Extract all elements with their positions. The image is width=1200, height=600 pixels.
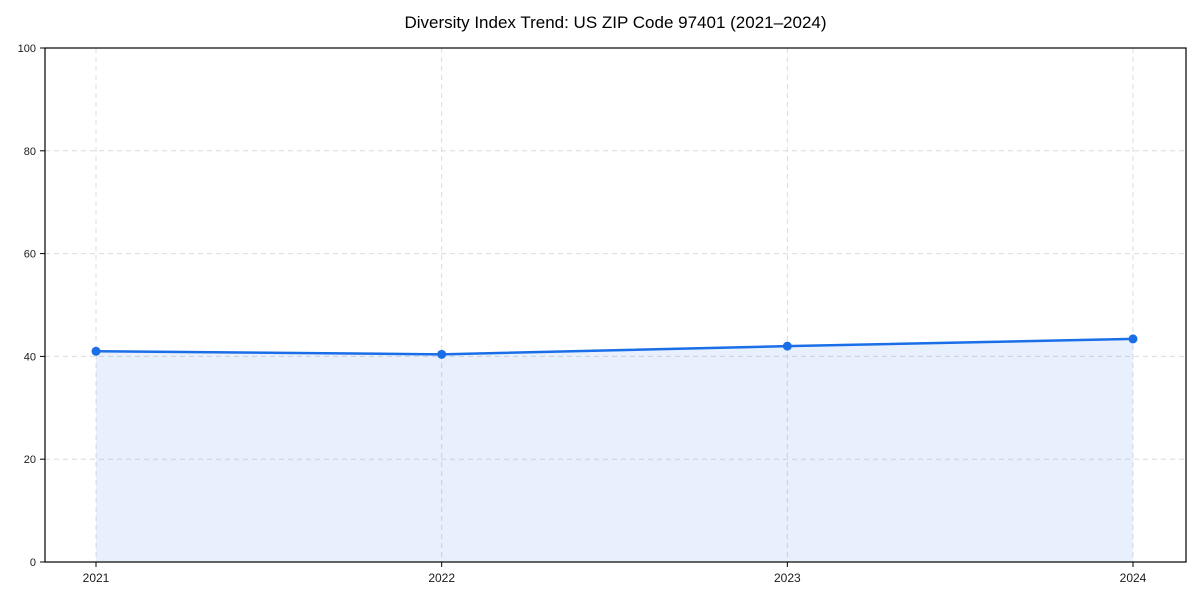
y-tick-label: 100 [18,43,36,55]
x-tick-label: 2022 [428,571,455,585]
data-point [91,346,101,356]
data-point [1128,334,1138,344]
area-fill [96,338,1133,562]
plot-border [44,47,1187,563]
data-point [437,349,447,359]
y-tick-label: 60 [24,249,36,261]
y-tick-label: 80 [24,146,36,158]
x-tick-label: 2023 [774,571,801,585]
y-tick-label: 0 [30,557,36,569]
x-tick-label: 2021 [83,571,110,585]
y-tick-label: 20 [24,454,36,466]
chart-title: Diversity Index Trend: US ZIP Code 97401… [404,13,827,32]
y-tick-label: 40 [24,351,36,363]
x-tick-label: 2024 [1120,571,1147,585]
data-point [782,341,792,351]
trend-line [94,337,1135,356]
